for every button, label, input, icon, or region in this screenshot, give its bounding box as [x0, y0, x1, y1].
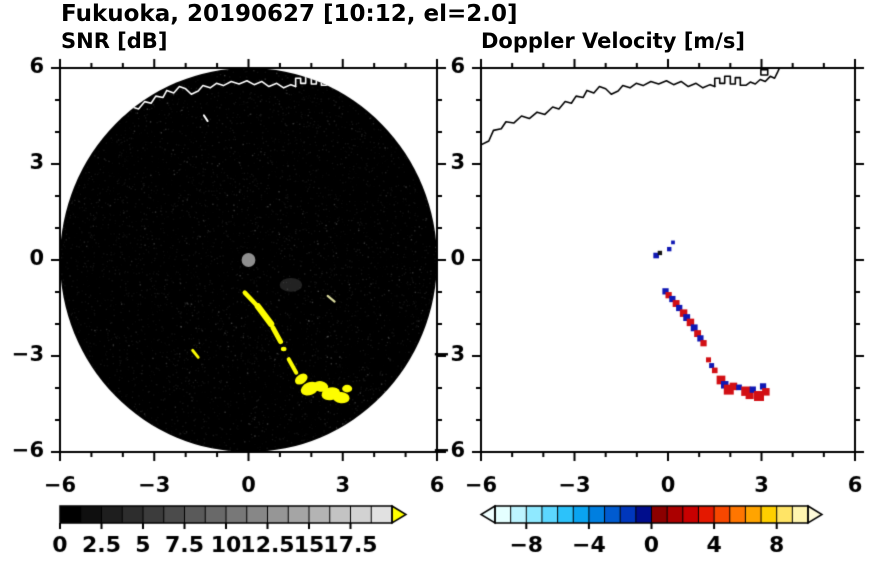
- figure-title: Fukuoka, 20190627 [10:12, el=2.0]: [61, 1, 518, 27]
- velocity-panel-title: Doppler Velocity [m/s]: [481, 29, 745, 53]
- snr-panel-title: SNR [dB]: [61, 29, 168, 53]
